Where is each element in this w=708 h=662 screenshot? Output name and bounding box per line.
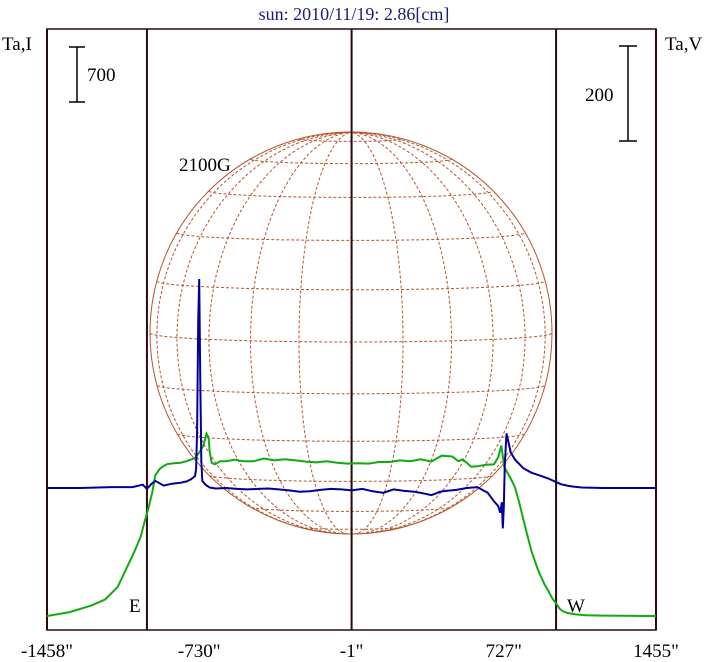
limb-label-east: E bbox=[129, 596, 141, 617]
x-tick-label: -1" bbox=[340, 641, 364, 662]
sun-latitude-line bbox=[176, 232, 526, 241]
y-axis-label-left: Ta,I bbox=[2, 34, 32, 55]
chart-title: sun: 2010/11/19: 2.86[cm] bbox=[259, 4, 450, 24]
series-line-ta-v bbox=[47, 278, 656, 529]
x-tick-label: 727" bbox=[486, 641, 522, 662]
sun-longitude-line bbox=[350, 131, 546, 531]
series-line-ta-i bbox=[46, 430, 656, 617]
field-annotation: 2100G bbox=[179, 155, 231, 176]
scale-bar-right: 200 bbox=[585, 45, 637, 142]
sun-longitude-line bbox=[350, 131, 526, 534]
scale-bar-left: 700 bbox=[69, 46, 116, 103]
limb-label-west: W bbox=[567, 596, 585, 617]
sun-longitude-line bbox=[350, 131, 453, 535]
scale-bar-left-label: 700 bbox=[87, 65, 116, 86]
x-axis-tick-labels: -1458" -730" -1" 727" 1455" bbox=[21, 641, 679, 662]
sun-longitude-line bbox=[249, 131, 352, 535]
sun-longitude-line bbox=[208, 131, 352, 534]
scale-bar-right-label: 200 bbox=[585, 85, 614, 106]
sun-longitude-line bbox=[350, 131, 404, 535]
plot-frame bbox=[46, 28, 657, 631]
y-axis-label-right: Ta,V bbox=[665, 34, 702, 55]
x-tick-label: -1458" bbox=[21, 641, 73, 662]
sun-latitude-line bbox=[176, 433, 526, 442]
sun-longitude-line bbox=[176, 131, 352, 534]
sun-longitude-line bbox=[350, 131, 494, 534]
x-tick-label: 1455" bbox=[633, 641, 679, 662]
sun-longitude-line bbox=[298, 131, 352, 535]
x-tick-label: -730" bbox=[178, 641, 221, 662]
